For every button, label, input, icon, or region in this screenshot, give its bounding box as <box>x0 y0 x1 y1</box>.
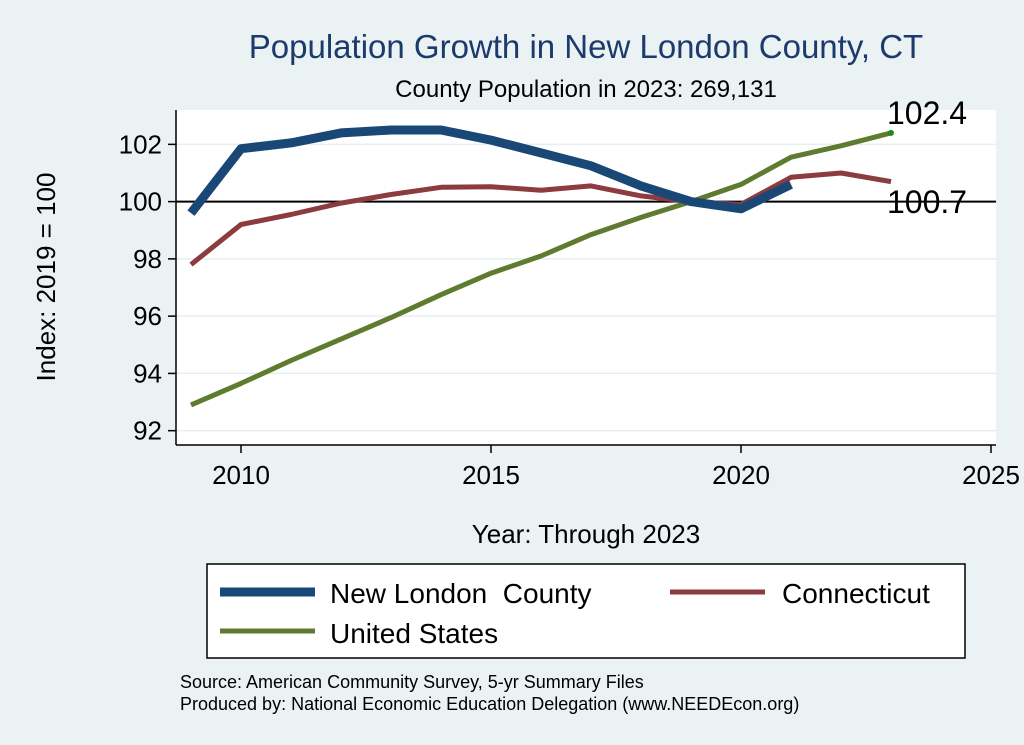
gridlines <box>176 143 996 432</box>
source-note: Source: American Community Survey, 5-yr … <box>180 672 644 692</box>
y-tick-label: 100 <box>119 187 162 217</box>
y-axis-ticks: 92 94 96 98 100 102 <box>119 129 176 446</box>
produced-by-note: Produced by: National Economic Education… <box>180 694 799 714</box>
y-tick-label: 96 <box>133 301 162 331</box>
y-tick-label: 102 <box>119 129 162 159</box>
x-tick-label: 2025 <box>962 460 1020 490</box>
x-tick-label: 2020 <box>712 460 770 490</box>
series-lines <box>187 125 892 408</box>
legend-label-new-london: New London County <box>330 578 592 609</box>
x-tick-label: 2010 <box>212 460 270 490</box>
y-tick-label: 94 <box>133 358 162 388</box>
x-tick-label: 2015 <box>462 460 520 490</box>
end-label-ct: 100.7 <box>887 184 967 220</box>
end-label-us: 102.4 <box>887 95 967 131</box>
legend-box <box>206 563 966 659</box>
series-line-connecticut <box>189 170 892 267</box>
y-tick-label: 92 <box>133 416 162 446</box>
us-endpoint-marker <box>888 129 894 136</box>
legend-label-united-states: United States <box>330 618 498 649</box>
legend-label-connecticut: Connecticut <box>782 578 930 609</box>
x-axis-ticks: 2010 2015 2020 2025 <box>212 445 1020 490</box>
x-axis-title: Year: Through 2023 <box>472 519 700 549</box>
y-axis-title: Index: 2019 = 100 <box>31 173 61 382</box>
chart-subtitle: County Population in 2023: 269,131 <box>395 76 777 103</box>
chart-title: Population Growth in New London County, … <box>249 28 923 65</box>
y-tick-label: 98 <box>133 244 162 274</box>
series-line-new-london-county <box>187 125 793 216</box>
series-line-united-states <box>190 130 892 408</box>
